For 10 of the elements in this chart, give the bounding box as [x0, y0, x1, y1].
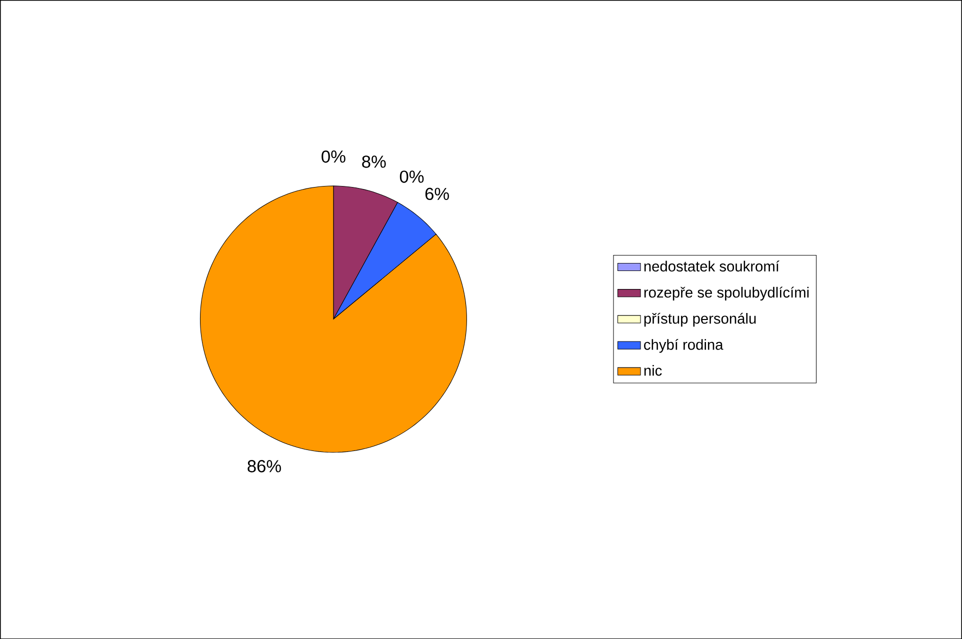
text: 0% [400, 170, 424, 183]
data-label: 86% [248, 460, 281, 472]
legend-label: nedostatek soukromí [644, 260, 780, 272]
legend-label: rozepře se spolubydlícími [644, 286, 809, 300]
legend-label: nic [644, 364, 662, 376]
legend-label: přístup personálu [644, 312, 756, 327]
text: 0% [322, 150, 346, 163]
data-label: 8% [362, 155, 386, 168]
legend-label: chybí rodina [644, 338, 724, 353]
data-label: 6% [425, 188, 449, 200]
